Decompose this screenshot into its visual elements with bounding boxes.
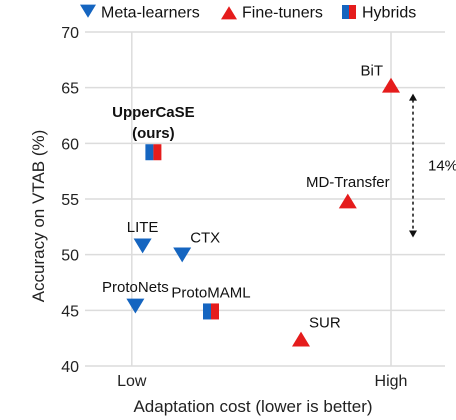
data-point: ProtoMAML xyxy=(171,284,251,320)
data-point: UpperCaSE (ours) xyxy=(112,104,195,161)
legend-label: Meta-learners xyxy=(101,5,200,22)
legend-item: Fine-tuners xyxy=(221,5,323,22)
point-label-line: CTX xyxy=(190,230,220,247)
gap-annotation-text: 14% xyxy=(428,158,456,175)
data-points: UpperCaSE (ours) ProtoMAML LITE CTX ProtoNets… xyxy=(102,62,400,347)
hybrid-marker-left xyxy=(342,5,349,19)
legend-marker-hybrid xyxy=(342,5,356,19)
hybrid-marker-right xyxy=(349,5,356,19)
x-tick-label: High xyxy=(375,373,408,390)
point-label-line: LITE xyxy=(127,219,159,236)
data-point: BiT xyxy=(361,62,400,93)
meta-learner-marker xyxy=(126,298,145,314)
y-axis-label: Accuracy on VTAB (%) xyxy=(29,130,48,303)
data-point: MD-Transfer xyxy=(306,174,390,209)
hybrid-marker xyxy=(145,144,162,161)
point-label-line: SUR xyxy=(309,314,341,331)
hybrid-marker xyxy=(203,303,219,320)
legend-marker-fine xyxy=(221,6,237,20)
point-label-line: MD-Transfer xyxy=(306,174,390,191)
legend-label: Hybrids xyxy=(362,5,416,22)
point-label: ProtoMAML xyxy=(171,284,250,301)
y-axis: 40 45 50 55 60 65 70 xyxy=(61,25,79,376)
y-tick-label: 60 xyxy=(61,136,79,153)
y-tick-label: 65 xyxy=(61,81,79,98)
y-tick-label: 70 xyxy=(61,25,79,42)
y-tick-label: 40 xyxy=(61,359,79,376)
fine-tuner-marker xyxy=(338,193,357,209)
point-label-line: UpperCaSE xyxy=(112,104,195,121)
meta-learner-marker xyxy=(173,247,192,263)
point-label-line: BiT xyxy=(361,62,384,79)
point-label: MD-Transfer xyxy=(306,174,390,191)
gap-annotation: 14% xyxy=(409,93,456,238)
point-label: BiT xyxy=(361,62,384,79)
legend: Meta-learners Fine-tuners Hybrids xyxy=(80,5,416,22)
legend-marker-meta xyxy=(80,4,96,18)
hybrid-marker-right xyxy=(211,303,219,320)
point-label-line: (ours) xyxy=(132,125,175,142)
gap-arrow-head-up xyxy=(409,93,417,101)
point-label: ProtoNets xyxy=(102,279,169,296)
hybrid-marker-left xyxy=(203,303,211,320)
data-point: LITE xyxy=(127,219,159,254)
point-label-line: ProtoNets xyxy=(102,279,169,296)
legend-item: Meta-learners xyxy=(80,5,200,22)
y-tick-label: 50 xyxy=(61,248,79,265)
x-tick-label: Low xyxy=(117,373,147,390)
gap-arrow-head-down xyxy=(409,230,417,238)
meta-learner-marker xyxy=(133,238,152,254)
data-point: SUR xyxy=(292,314,341,347)
y-tick-label: 45 xyxy=(61,303,79,320)
fine-tuner-marker xyxy=(292,331,310,347)
point-label: LITE xyxy=(127,219,159,236)
point-label-line: ProtoMAML xyxy=(171,284,250,301)
point-label: SUR xyxy=(309,314,341,331)
point-label: UpperCaSE (ours) xyxy=(112,104,195,142)
fine-tuner-marker xyxy=(382,77,400,93)
y-tick-label: 55 xyxy=(61,192,79,209)
x-axis-label: Adaptation cost (lower is better) xyxy=(133,397,372,416)
hybrid-marker-left xyxy=(145,144,154,161)
point-label: CTX xyxy=(190,230,220,247)
legend-label: Fine-tuners xyxy=(242,5,323,22)
data-point: ProtoNets xyxy=(102,279,169,314)
legend-item: Hybrids xyxy=(342,5,416,22)
data-point: CTX xyxy=(173,230,220,263)
x-axis: Low High xyxy=(117,373,407,390)
hybrid-marker-right xyxy=(153,144,162,161)
